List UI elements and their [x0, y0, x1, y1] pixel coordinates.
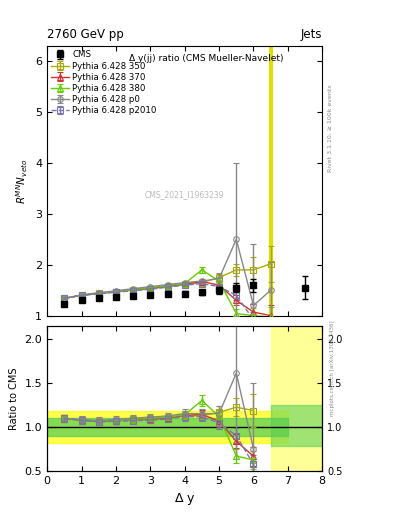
- Legend: CMS, Pythia 6.428 350, Pythia 6.428 370, Pythia 6.428 380, Pythia 6.428 p0, Pyth: CMS, Pythia 6.428 350, Pythia 6.428 370,…: [50, 49, 158, 117]
- Text: 2760 GeV pp: 2760 GeV pp: [47, 28, 124, 40]
- Text: Δ y(jj) ratio (CMS Mueller-Navelet): Δ y(jj) ratio (CMS Mueller-Navelet): [129, 54, 284, 63]
- Y-axis label: Ratio to CMS: Ratio to CMS: [9, 367, 19, 430]
- Text: CMS_2021_I1963239: CMS_2021_I1963239: [145, 190, 224, 199]
- X-axis label: $\Delta$ y: $\Delta$ y: [174, 492, 195, 507]
- Text: Rivet 3.1.10, ≥ 100k events: Rivet 3.1.10, ≥ 100k events: [328, 84, 333, 172]
- Text: Jets: Jets: [301, 28, 322, 40]
- Y-axis label: $R^{MN}N_{veto}$: $R^{MN}N_{veto}$: [14, 158, 29, 204]
- Text: mcplots.cern.ch [arXiv:1306.3436]: mcplots.cern.ch [arXiv:1306.3436]: [330, 321, 335, 416]
